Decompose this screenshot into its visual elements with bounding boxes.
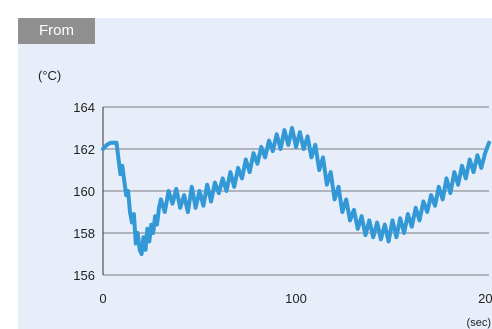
y-tick-label: 164 bbox=[73, 100, 95, 115]
y-tick-label: 160 bbox=[73, 184, 95, 199]
y-tick-label: 158 bbox=[73, 226, 95, 241]
x-tick-label: 200 bbox=[478, 291, 492, 306]
x-tick-label: 0 bbox=[99, 291, 106, 306]
y-tick-label: 162 bbox=[73, 142, 95, 157]
x-axis-label: (sec) bbox=[467, 317, 491, 329]
chart-panel bbox=[18, 18, 492, 329]
series-line bbox=[101, 126, 491, 256]
temperature-series-line bbox=[101, 126, 491, 256]
grid bbox=[103, 106, 489, 276]
y-axis-label: (°C) bbox=[38, 68, 61, 83]
from-tab[interactable]: From bbox=[18, 18, 95, 44]
y-tick-label: 156 bbox=[73, 268, 95, 283]
tick-labels: 156 158 160 162 164 0 100 200 bbox=[73, 100, 492, 306]
x-tick-label: 100 bbox=[285, 291, 307, 306]
